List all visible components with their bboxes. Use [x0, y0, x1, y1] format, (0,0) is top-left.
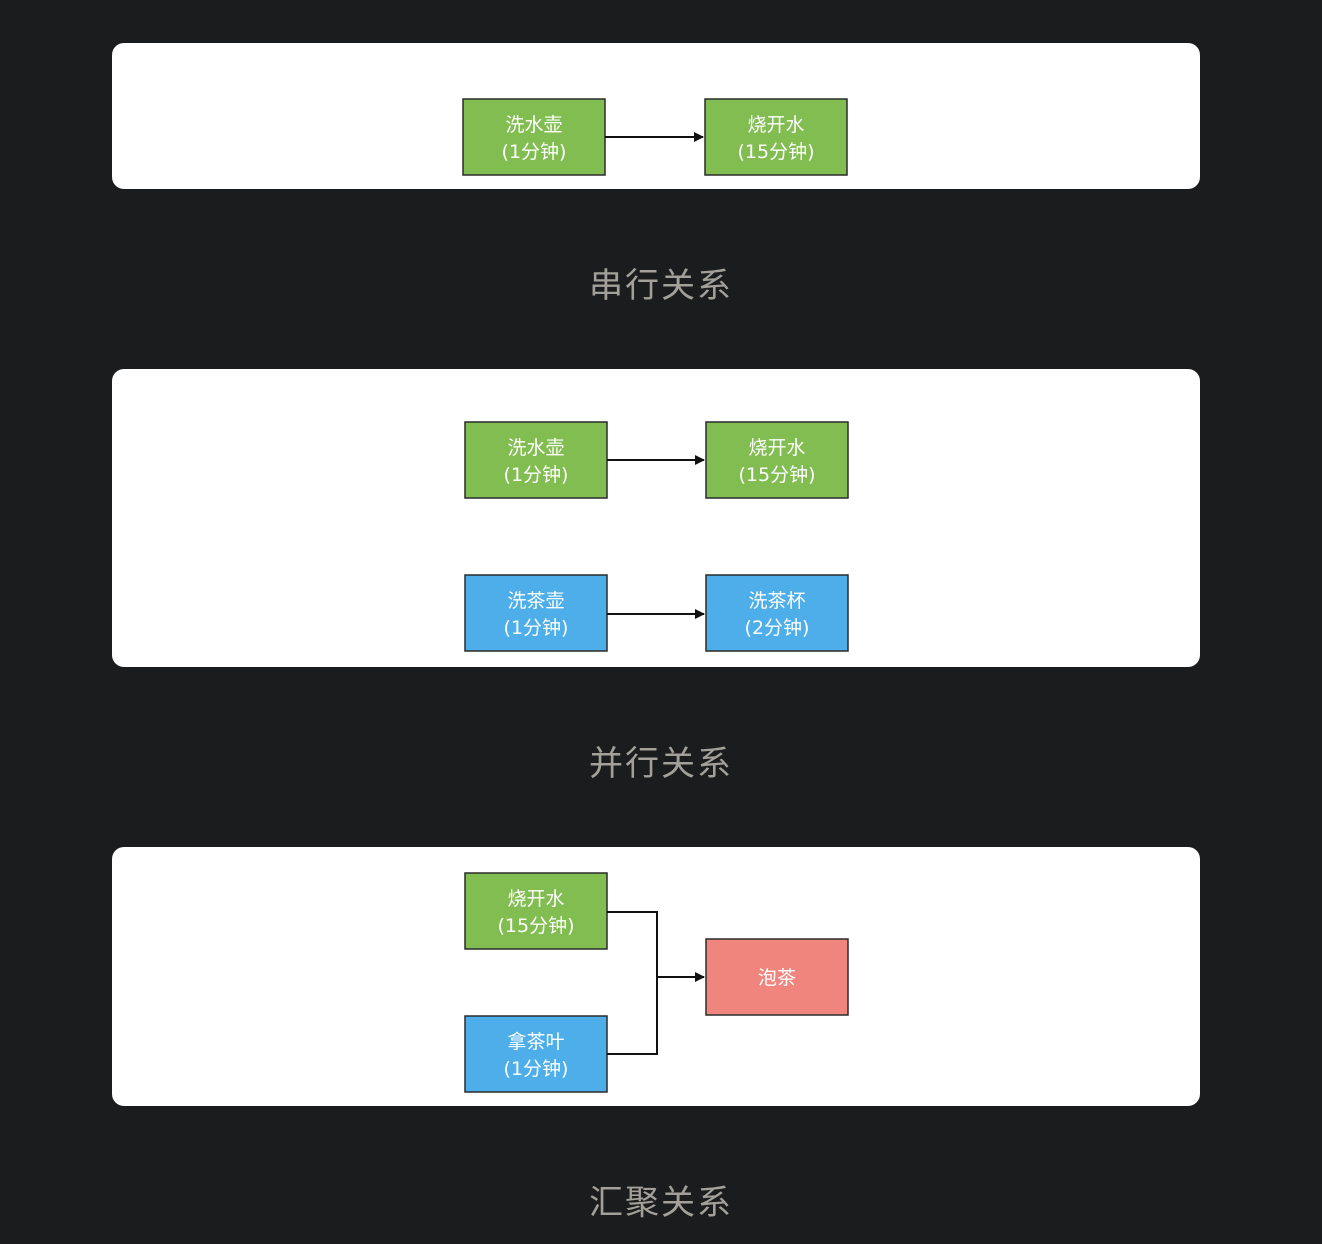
node-label: 洗茶杯	[748, 590, 805, 612]
node-duration: (15分钟)	[497, 915, 574, 937]
merge-connector	[607, 911, 658, 1055]
convergence-caption: 汇聚关系	[589, 1183, 733, 1223]
parallel-diagram: 洗水壶 (1分钟) 烧开水 (15分钟) 洗茶壶 (1分钟) 洗茶杯 (2分钟)	[464, 421, 849, 652]
node-label: 拿茶叶	[507, 1030, 564, 1053]
node-duration: (1分钟)	[504, 1058, 569, 1080]
node-duration: (1分钟)	[504, 617, 569, 639]
node-brew-tea: 泡茶	[705, 938, 849, 1016]
serial-diagram: 洗水壶 (1分钟) 烧开水 (15分钟)	[462, 98, 848, 176]
node-label: 烧开水	[507, 888, 564, 910]
node-label: 泡茶	[758, 967, 796, 989]
serial-caption: 串行关系	[589, 266, 733, 306]
node-get-tea-leaves: 拿茶叶 (1分钟)	[464, 1015, 608, 1093]
parallel-caption: 并行关系	[589, 744, 733, 784]
convergence-diagram-card: 烧开水 (15分钟) 拿茶叶 (1分钟) 泡茶	[112, 847, 1200, 1106]
node-duration: (15分钟)	[738, 464, 815, 486]
node-duration: (1分钟)	[502, 141, 567, 163]
node-label: 烧开水	[748, 437, 805, 459]
node-label: 洗水壶	[507, 437, 564, 459]
serial-diagram-card: 洗水壶 (1分钟) 烧开水 (15分钟)	[112, 43, 1200, 189]
parallel-diagram-card: 洗水壶 (1分钟) 烧开水 (15分钟) 洗茶壶 (1分钟) 洗茶杯 (2分钟)	[112, 369, 1200, 667]
node-duration: (15分钟)	[737, 141, 814, 163]
node-label: 烧开水	[747, 114, 804, 136]
node-wash-teapot: 洗茶壶 (1分钟)	[464, 574, 608, 652]
node-wash-kettle: 洗水壶 (1分钟)	[464, 421, 608, 499]
node-label: 洗水壶	[505, 114, 562, 136]
node-boil-water: 烧开水 (15分钟)	[704, 98, 848, 176]
node-wash-kettle: 洗水壶 (1分钟)	[462, 98, 606, 176]
node-duration: (1分钟)	[504, 464, 569, 486]
node-duration: (2分钟)	[745, 617, 810, 639]
node-wash-teacup: 洗茶杯 (2分钟)	[705, 574, 849, 652]
node-boil-water: 烧开水 (15分钟)	[464, 872, 608, 950]
node-label: 洗茶壶	[507, 590, 564, 612]
node-boil-water: 烧开水 (15分钟)	[705, 421, 849, 499]
convergence-diagram: 烧开水 (15分钟) 拿茶叶 (1分钟) 泡茶	[464, 872, 849, 1093]
